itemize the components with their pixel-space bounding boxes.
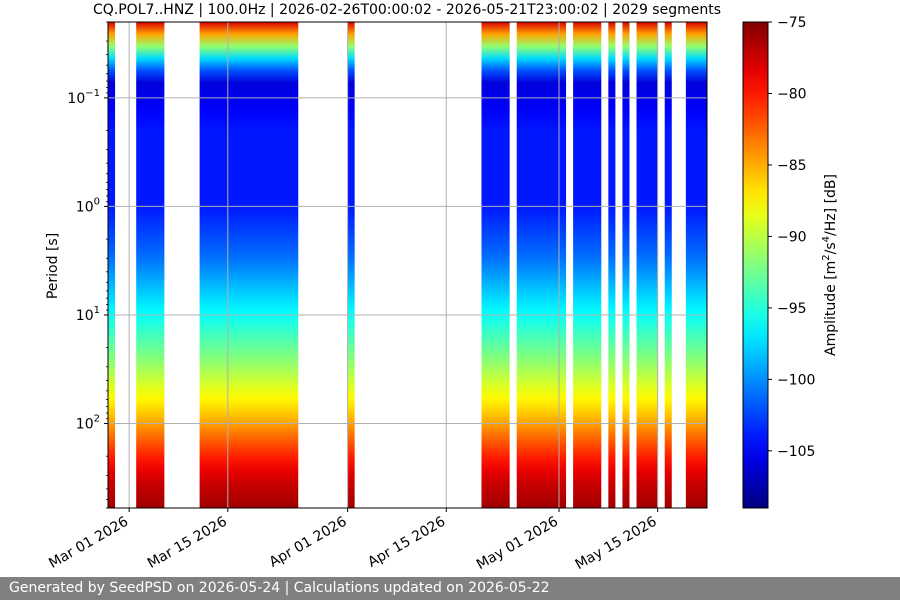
y-tick-label-0: 10−1 [67,88,100,107]
spectrogram-chart: CQ.POL7..HNZ | 100.0Hz | 2026-02-26T00:0… [45,2,839,574]
x-tick-label-4: May 01 2026 [474,514,561,574]
colorbar-tick-label-3: −90 [777,229,807,245]
data-column-8 [622,22,630,508]
plot-background [108,22,707,508]
chart-title: CQ.POL7..HNZ | 100.0Hz | 2026-02-26T00:0… [93,2,721,18]
data-column-2 [199,22,299,508]
colorbar-tick-label-5: −100 [777,372,815,388]
y-axis-label: Period [s] [45,233,61,299]
y-tick-label-1: 100 [76,196,100,215]
x-tick-label-1: Mar 15 2026 [145,514,230,572]
colorbar-tick-label-4: −95 [777,301,807,317]
colorbar-ticks: −75 −80 −85 −90 −95 −100 −105 [768,15,815,460]
grid-lines [108,22,707,508]
data-column-5 [516,22,567,508]
x-tick-label-2: Apr 01 2026 [267,514,350,571]
y-axis: 10−1 100 101 102 [67,21,108,509]
data-column-7 [608,22,616,508]
x-axis: Mar 01 2026 Mar 15 2026 Apr 01 2026 Apr 15 … [46,508,660,574]
colorbar-tick-label-2: −85 [777,158,807,174]
colorbar-tick-label-1: −80 [777,86,807,102]
plot-area [107,21,708,509]
footer-text: Generated by SeedPSD on 2026-05-24 | Cal… [9,580,550,596]
data-column-10 [664,22,672,508]
data-column-11 [685,22,707,508]
data-column-4 [481,22,510,508]
data-column-0 [108,22,116,508]
colorbar-frame [742,21,769,509]
data-column-6 [573,22,602,508]
y-tick-label-3: 102 [76,414,100,433]
plot-frame [107,21,708,509]
data-column-1 [136,22,165,508]
x-tick-label-0: Mar 01 2026 [46,514,131,572]
data-column-3 [347,22,355,508]
colorbar-tick-label-0: −75 [777,15,807,31]
colorbar-label: Amplitude [m2/s4/Hz] [dB] [821,174,839,356]
colorbar: −75 −80 −85 −90 −95 −100 −105 Amplitude [m2/s4… [742,15,839,509]
footer-bar: Generated by SeedPSD on 2026-05-24 | Cal… [0,577,900,600]
colorbar-fill [743,22,768,508]
data-column-9 [636,22,658,508]
y-tick-label-2: 101 [76,305,100,324]
data-columns [108,22,707,508]
x-tick-label-5: May 15 2026 [573,514,660,574]
x-tick-label-3: Apr 15 2026 [365,514,448,571]
colorbar-tick-label-6: −105 [777,444,815,460]
colorbar-gradient [743,22,768,508]
